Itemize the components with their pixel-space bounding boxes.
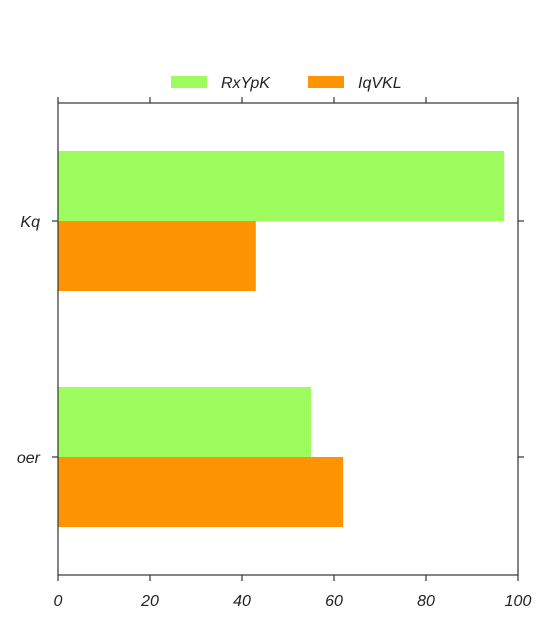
bar-IqVKL-oer bbox=[58, 457, 344, 527]
bar-IqVKL-Kq bbox=[58, 221, 256, 291]
x-tick-label: 0 bbox=[54, 593, 63, 610]
bars bbox=[58, 151, 505, 527]
y-axis: Kq oer bbox=[17, 214, 524, 467]
legend-label: RxYpK bbox=[221, 75, 271, 92]
legend-swatch-IqVKL bbox=[308, 76, 344, 88]
legend-label: IqVKL bbox=[358, 75, 402, 92]
x-tick-label: 40 bbox=[233, 593, 251, 610]
y-category-label: oer bbox=[17, 450, 41, 467]
x-axis: 0 20 40 60 80 100 bbox=[54, 97, 532, 610]
y-category-label: Kq bbox=[20, 214, 40, 231]
legend: RxYpK IqVKL bbox=[171, 75, 402, 92]
x-tick-label: 100 bbox=[505, 593, 532, 610]
x-tick-label: 80 bbox=[417, 593, 435, 610]
plot-frame bbox=[57, 102, 519, 576]
bar-RxYpK-oer bbox=[58, 387, 311, 457]
legend-swatch-RxYpK bbox=[171, 76, 207, 88]
bar-RxYpK-Kq bbox=[58, 151, 505, 221]
x-tick-label: 60 bbox=[325, 593, 343, 610]
x-tick-label: 20 bbox=[140, 593, 159, 610]
